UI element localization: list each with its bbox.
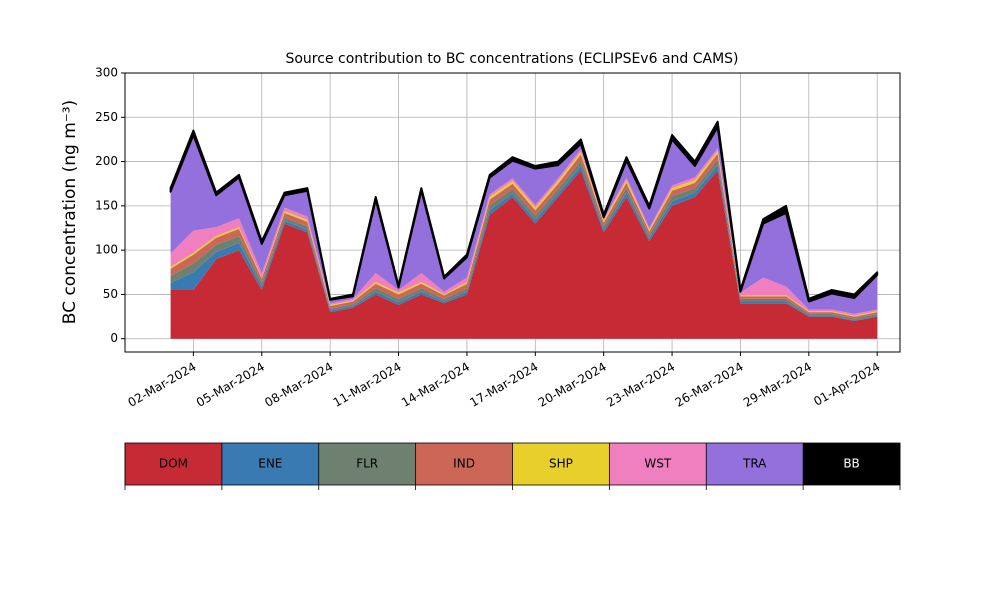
x-tick-label: 08-Mar-2024 — [262, 360, 335, 410]
x-tick-label: 26-Mar-2024 — [673, 360, 746, 410]
x-tick-label: 20-Mar-2024 — [536, 360, 609, 410]
legend-label: BB — [843, 457, 859, 471]
legend-frame — [124, 442, 901, 486]
y-tick-label: 300 — [95, 66, 118, 80]
legend-swatch — [609, 443, 707, 485]
legend-swatch — [221, 443, 319, 485]
legend-label: FLR — [356, 457, 378, 471]
x-tick-label: 14-Mar-2024 — [399, 360, 472, 410]
area — [169, 120, 879, 303]
legend-label: TRA — [742, 457, 767, 471]
chart-title: Source contribution to BC concentrations… — [285, 51, 738, 67]
y-tick-label: 200 — [95, 154, 118, 168]
x-tick-label: 29-Mar-2024 — [741, 360, 814, 410]
legend-swatch — [803, 443, 900, 485]
legend-swatch — [415, 443, 513, 485]
legend-swatch — [318, 443, 416, 485]
y-tick-label: 100 — [95, 243, 118, 257]
y-tick-label: 250 — [95, 110, 118, 124]
legend-swatch — [125, 443, 222, 485]
x-tick-label: 02-Mar-2024 — [126, 360, 199, 410]
y-tick-label: 150 — [95, 198, 118, 212]
plot-frame — [124, 72, 901, 353]
y-tick-label: 0 — [110, 331, 118, 345]
legend-label: IND — [453, 457, 475, 471]
legend-label: ENE — [258, 457, 282, 471]
x-tick-label: 01-Apr-2024 — [811, 360, 882, 409]
y-axis-label: BC concentration (ng m⁻³) — [60, 100, 80, 324]
x-tick-label: 05-Mar-2024 — [194, 360, 267, 410]
x-tick-label: 23-Mar-2024 — [604, 360, 677, 410]
area — [170, 170, 878, 339]
x-tick-label: 11-Mar-2024 — [331, 360, 404, 410]
x-tick-label: 17-Mar-2024 — [467, 360, 540, 410]
legend-label: DOM — [159, 457, 188, 471]
legend-swatch — [706, 443, 804, 485]
legend-label: SHP — [549, 457, 573, 471]
legend-swatch — [512, 443, 610, 485]
y-tick-label: 50 — [103, 287, 118, 301]
legend-label: WST — [644, 457, 671, 471]
